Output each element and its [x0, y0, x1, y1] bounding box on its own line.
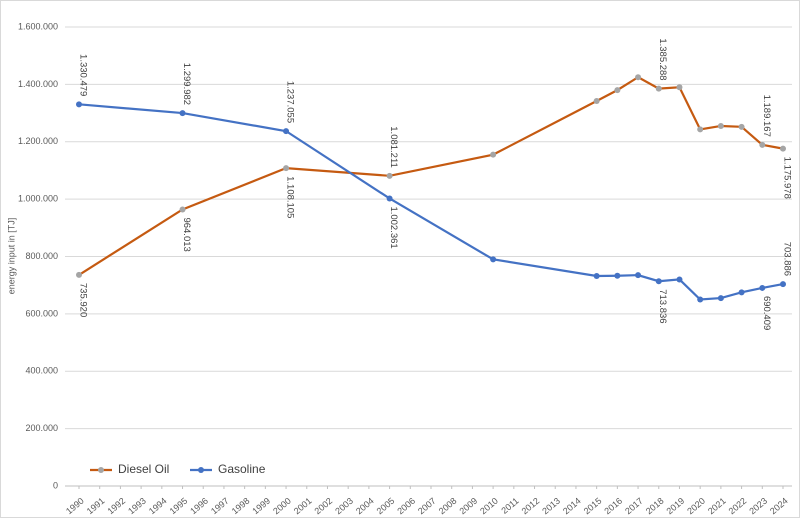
data-label: 703.886	[781, 242, 792, 276]
data-point	[717, 122, 724, 129]
y-tick-label: 1.600.000	[18, 21, 58, 31]
data-point	[635, 74, 642, 81]
data-point	[76, 101, 82, 108]
data-point	[490, 151, 497, 158]
data-label: 690.409	[761, 296, 772, 330]
legend-marker	[98, 467, 104, 473]
y-tick-label: 200.000	[25, 423, 58, 433]
legend-label: Gasoline	[218, 462, 266, 476]
y-tick-label: 1.000.000	[18, 194, 58, 204]
data-point	[179, 110, 186, 117]
data-point	[676, 84, 683, 91]
data-point	[283, 165, 290, 172]
data-point	[655, 85, 662, 92]
data-label: 1.002.361	[388, 206, 399, 248]
data-point	[614, 87, 621, 94]
data-point	[759, 141, 766, 148]
data-point	[780, 145, 786, 152]
data-label: 1.108.105	[285, 176, 296, 218]
y-tick-label: 600.000	[25, 308, 58, 318]
data-label: 1.175.978	[781, 157, 792, 199]
data-point	[76, 271, 82, 278]
data-label: 1.237.055	[285, 81, 296, 123]
y-tick-label: 400.000	[25, 366, 58, 376]
data-label: 735.920	[77, 283, 88, 317]
data-point	[697, 126, 704, 133]
data-point	[780, 281, 786, 288]
y-tick-label: 0	[53, 480, 58, 490]
data-label: 713.836	[657, 289, 668, 323]
data-point	[717, 295, 724, 302]
legend-label: Diesel Oil	[118, 462, 169, 476]
data-point	[738, 123, 745, 130]
data-point	[179, 206, 186, 213]
data-point	[386, 195, 393, 202]
data-label: 1.299.982	[181, 63, 192, 105]
y-axis-label: energy input in [TJ]	[6, 218, 16, 295]
data-point	[593, 273, 600, 280]
data-point	[490, 256, 497, 263]
data-label: 1.385.288	[657, 38, 668, 80]
data-point	[759, 284, 766, 291]
data-point	[738, 289, 745, 296]
data-point	[386, 172, 393, 179]
y-tick-label: 800.000	[25, 251, 58, 261]
data-point	[283, 128, 290, 135]
data-label: 1.081.211	[388, 126, 399, 168]
legend-marker	[198, 467, 204, 473]
data-point	[676, 276, 683, 283]
data-point	[593, 98, 600, 105]
data-point	[655, 278, 662, 285]
y-tick-label: 1.400.000	[18, 79, 58, 89]
data-label: 1.189.167	[761, 95, 772, 137]
data-point	[614, 272, 621, 279]
data-label: 964.013	[181, 217, 192, 251]
y-tick-label: 1.200.000	[18, 136, 58, 146]
data-point	[697, 296, 704, 303]
data-label: 1.330.479	[77, 54, 88, 96]
data-point	[635, 272, 642, 279]
